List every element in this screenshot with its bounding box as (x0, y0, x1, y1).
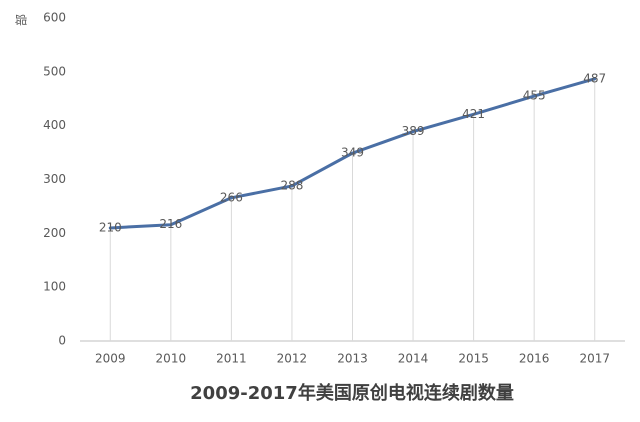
y-tick-label: 600 (43, 11, 66, 25)
data-label: 349 (341, 146, 364, 160)
x-tick-label: 2014 (398, 352, 429, 366)
chart-title: 2009-2017年美国原创电视连续剧数量 (190, 382, 514, 404)
data-label: 288 (280, 178, 303, 192)
data-label: 266 (220, 190, 243, 204)
data-label: 487 (583, 71, 606, 85)
y-tick-label: 300 (43, 172, 66, 186)
y-tick-label: 100 (43, 280, 66, 294)
y-tick-label: 200 (43, 226, 66, 240)
y-tick-label: 500 (43, 64, 66, 78)
x-tick-label: 2010 (156, 352, 187, 366)
x-tick-label: 2013 (337, 352, 368, 366)
data-label: 216 (159, 217, 182, 231)
data-label: 455 (523, 89, 546, 103)
y-tick-label: 0 (58, 334, 66, 348)
x-tick-label: 2016 (519, 352, 550, 366)
data-label: 421 (462, 107, 485, 121)
x-tick-label: 2009 (95, 352, 126, 366)
x-tick-label: 2011 (216, 352, 247, 366)
y-axis-label: 部 (14, 14, 29, 26)
data-label: 210 (99, 220, 122, 234)
line (108, 77, 597, 230)
x-tick-label: 2012 (277, 352, 308, 366)
x-tick-label: 2017 (579, 352, 610, 366)
x-tick-label: 2015 (458, 352, 489, 366)
data-label: 389 (402, 124, 425, 138)
y-tick-label: 400 (43, 118, 66, 132)
